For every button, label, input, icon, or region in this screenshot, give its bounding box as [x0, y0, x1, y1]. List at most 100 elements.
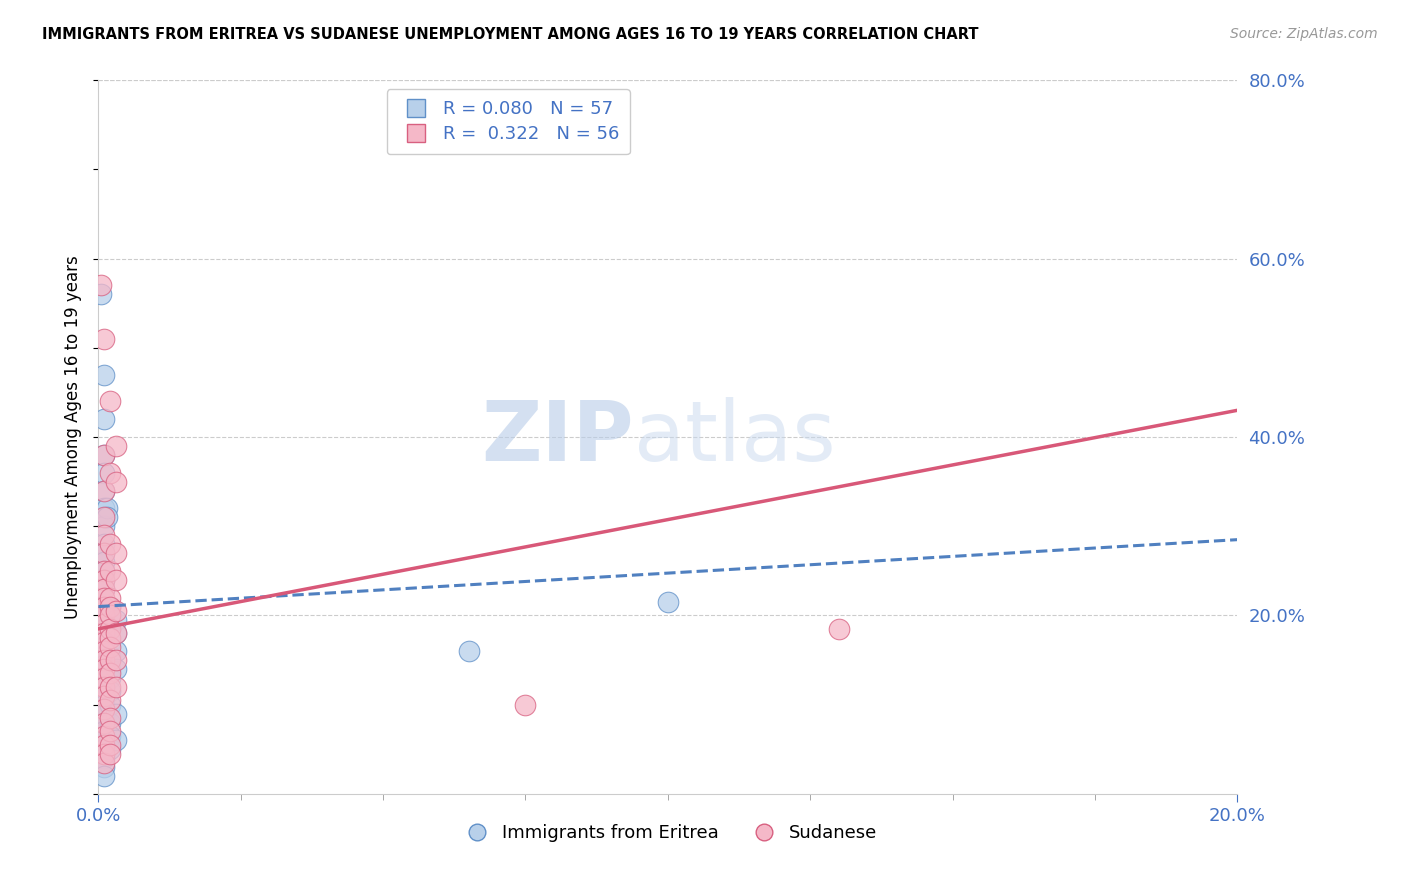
Point [104, 604, 127, 618]
Point [93, 617, 115, 632]
Point [93, 635, 115, 649]
Point [93, 466, 115, 480]
Point [657, 595, 679, 609]
Point [93, 555, 115, 569]
Point [104, 573, 127, 587]
Point [93, 546, 115, 560]
Point [93, 622, 115, 636]
Point [93, 613, 115, 627]
Point [93, 702, 115, 716]
Point [98, 466, 121, 480]
Point [93, 747, 115, 761]
Point [98, 599, 121, 614]
Point [93, 742, 115, 756]
Point [93, 564, 115, 578]
Point [93, 332, 115, 346]
Point [98, 738, 121, 752]
Point [98, 635, 121, 649]
Point [98, 715, 121, 730]
Point [98, 666, 121, 681]
Point [93, 680, 115, 694]
Point [93, 510, 115, 524]
Text: ZIP: ZIP [481, 397, 634, 477]
Point [93, 564, 115, 578]
Point [98, 662, 121, 676]
Point [93, 648, 115, 663]
Point [93, 412, 115, 426]
Point [104, 475, 127, 489]
Legend: Immigrants from Eritrea, Sudanese: Immigrants from Eritrea, Sudanese [451, 817, 884, 849]
Point [93, 689, 115, 703]
Point [93, 573, 115, 587]
Point [93, 528, 115, 542]
Point [98, 640, 121, 654]
Point [93, 599, 115, 614]
Point [93, 608, 115, 623]
Point [93, 368, 115, 382]
Point [93, 760, 115, 774]
Point [98, 591, 121, 605]
Point [104, 680, 127, 694]
Point [98, 693, 121, 707]
Point [93, 671, 115, 685]
Point [93, 519, 115, 533]
Point [93, 626, 115, 640]
Point [98, 537, 121, 551]
Point [98, 724, 121, 739]
Point [93, 510, 115, 524]
Point [98, 631, 121, 645]
Point [93, 769, 115, 783]
Point [93, 689, 115, 703]
Point [104, 653, 127, 667]
Point [98, 622, 121, 636]
Point [90, 287, 112, 301]
Point [93, 546, 115, 560]
Point [93, 582, 115, 596]
Point [93, 483, 115, 498]
Point [90, 278, 112, 293]
Point [93, 573, 115, 587]
Point [98, 394, 121, 409]
Point [93, 608, 115, 623]
Point [93, 448, 115, 462]
Point [98, 680, 121, 694]
Point [93, 724, 115, 739]
Point [98, 729, 121, 743]
Point [104, 706, 127, 721]
Point [93, 738, 115, 752]
Point [515, 698, 537, 712]
Point [98, 564, 121, 578]
Point [457, 644, 479, 658]
Point [104, 626, 127, 640]
Point [93, 662, 115, 676]
Point [93, 671, 115, 685]
Point [98, 599, 121, 614]
Point [93, 640, 115, 654]
Point [98, 671, 121, 685]
Y-axis label: Unemployment Among Ages 16 to 19 years: Unemployment Among Ages 16 to 19 years [65, 255, 83, 619]
Point [828, 622, 851, 636]
Point [93, 698, 115, 712]
Point [93, 537, 115, 551]
Point [96, 501, 118, 516]
Point [104, 546, 127, 560]
Point [93, 680, 115, 694]
Point [93, 715, 115, 730]
Text: IMMIGRANTS FROM ERITREA VS SUDANESE UNEMPLOYMENT AMONG AGES 16 TO 19 YEARS CORRE: IMMIGRANTS FROM ERITREA VS SUDANESE UNEM… [42, 27, 979, 42]
Point [93, 733, 115, 747]
Point [96, 510, 118, 524]
Point [104, 644, 127, 658]
Point [104, 439, 127, 453]
Point [98, 698, 121, 712]
Point [93, 756, 115, 770]
Point [93, 706, 115, 721]
Point [93, 657, 115, 672]
Text: atlas: atlas [634, 397, 835, 477]
Point [104, 733, 127, 747]
Point [93, 448, 115, 462]
Point [104, 662, 127, 676]
Point [93, 501, 115, 516]
Point [93, 729, 115, 743]
Point [98, 711, 121, 725]
Point [93, 591, 115, 605]
